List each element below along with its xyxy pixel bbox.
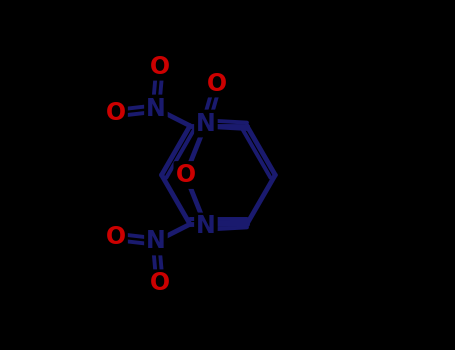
- Text: N: N: [196, 112, 216, 135]
- Text: N: N: [146, 230, 166, 253]
- Text: N: N: [196, 215, 216, 238]
- Text: O: O: [207, 71, 228, 96]
- Text: O: O: [150, 55, 170, 79]
- Text: N: N: [146, 97, 166, 120]
- Text: O: O: [106, 101, 126, 125]
- Text: O: O: [150, 271, 170, 295]
- Text: O: O: [106, 225, 126, 249]
- Text: O: O: [175, 163, 196, 187]
